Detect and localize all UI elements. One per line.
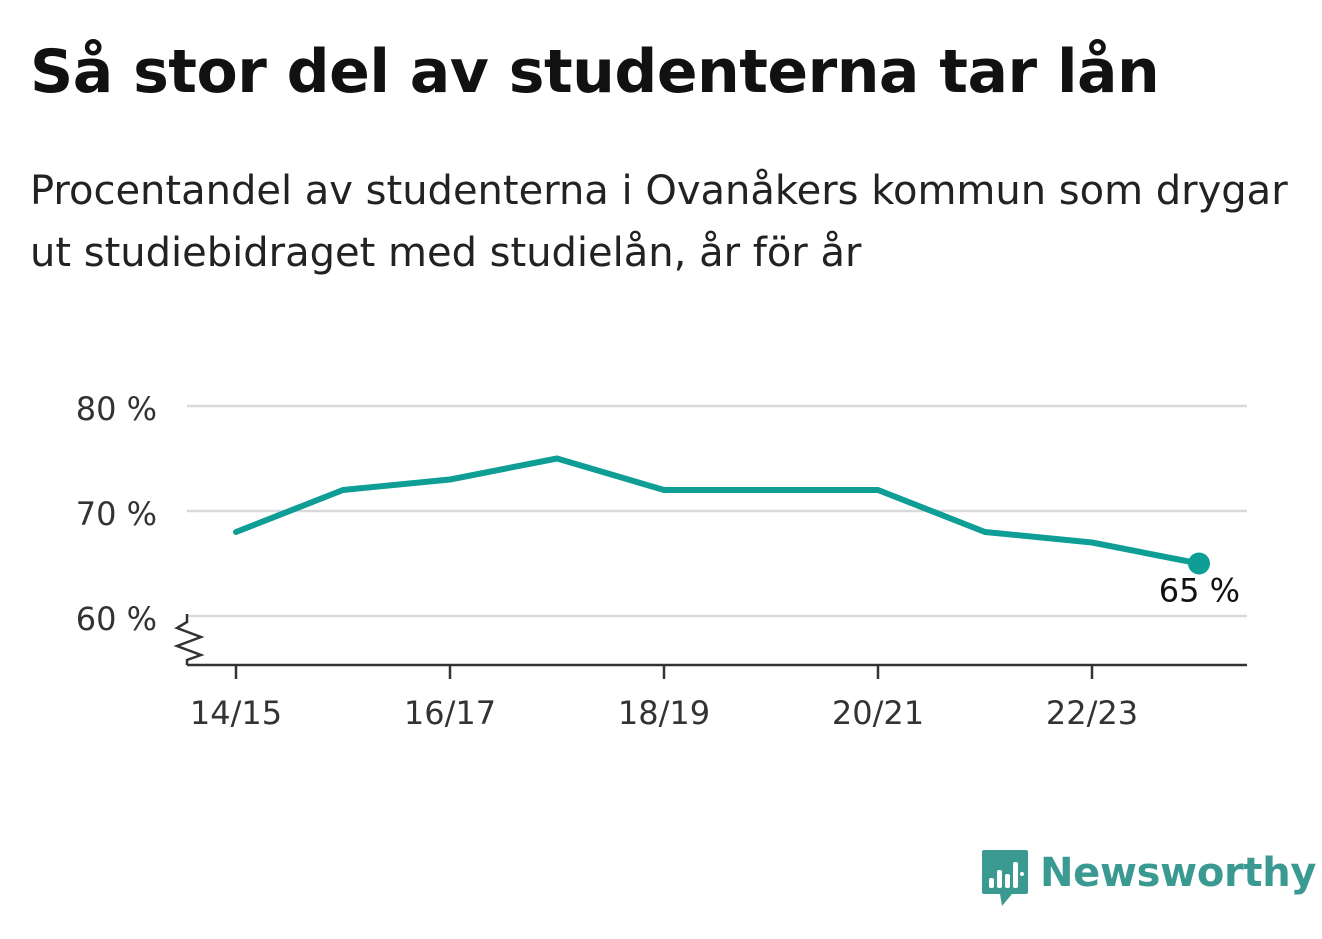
- x-tick-label: 14/15: [190, 694, 282, 732]
- x-axis-labels: 14/15 16/17 18/19 20/21 22/23: [190, 694, 1138, 732]
- end-point-marker: [1188, 552, 1210, 575]
- x-tick-label: 20/21: [832, 694, 924, 732]
- grid-lines: [187, 404, 1247, 618]
- series-layer: [233, 455, 1210, 575]
- chart-subtitle: Procentandel av studenterna i Ovanåkers …: [30, 168, 1288, 276]
- y-tick-label: 60 %: [76, 600, 157, 638]
- newsworthy-logo: Newsworthy: [980, 848, 1317, 912]
- x-tick-label: 18/19: [618, 694, 710, 732]
- y-tick-label: 80 %: [76, 390, 157, 428]
- chart-title: Så stor del av studenterna tar lån: [30, 37, 1160, 107]
- x-tick-label: 22/23: [1046, 694, 1138, 732]
- series-line: [233, 455, 1202, 567]
- y-tick-label: 70 %: [76, 495, 157, 533]
- newsworthy-logo-icon: [982, 850, 1028, 906]
- y-axis-labels: 60 % 70 % 80 %: [76, 390, 157, 638]
- end-value-label: 65 %: [1159, 572, 1240, 610]
- newsworthy-logo-text: Newsworthy: [1040, 850, 1317, 896]
- x-tick-label: 16/17: [404, 694, 496, 732]
- data-labels: 65 %: [1159, 572, 1240, 610]
- x-axis: [173, 614, 1247, 679]
- axis-break-icon: [173, 614, 205, 665]
